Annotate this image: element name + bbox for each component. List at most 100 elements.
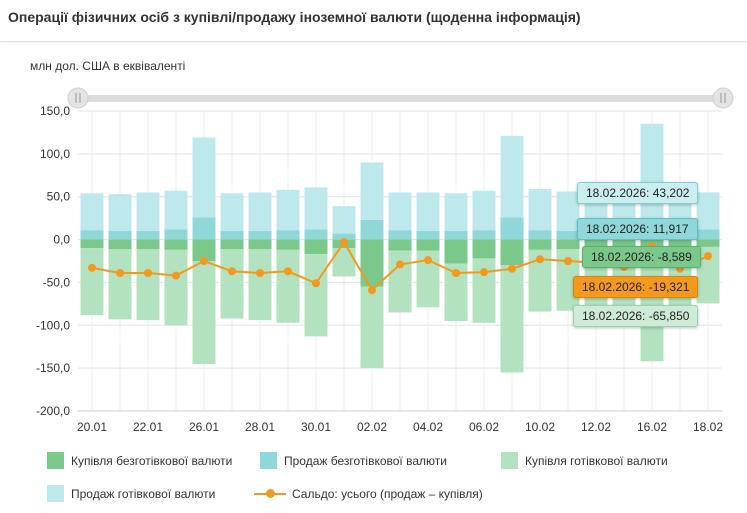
bar-sell-cash: [332, 206, 356, 234]
range-slider-right-handle: [712, 87, 734, 109]
bar-buy-noncash: [584, 239, 608, 250]
x-tick-label: 06.02: [469, 420, 499, 434]
bar-buy-noncash: [696, 239, 720, 247]
legend-buy-cash-label: Купівля готівкової валюти: [525, 453, 668, 468]
x-tick-label: 12.02: [581, 420, 611, 434]
y-tick-label: -100,0: [36, 318, 70, 332]
legend-buy-noncash-label: Купівля безготівкової валюти: [71, 453, 233, 468]
bar-sell-cash: [164, 190, 188, 230]
range-slider-left-handle: [67, 87, 89, 109]
bar-buy-cash: [696, 246, 720, 304]
bar-buy-cash: [500, 265, 524, 373]
balance-point: [452, 269, 460, 277]
legend-balance-swatch: [254, 485, 286, 502]
y-tick-label: -50,0: [43, 275, 71, 289]
bar-buy-noncash: [192, 239, 216, 261]
balance-point: [256, 269, 264, 277]
bar-sell-cash: [416, 192, 440, 231]
bar-buy-noncash: [136, 239, 160, 249]
y-tick-label: 150,0: [40, 104, 70, 118]
balance-point: [340, 238, 348, 247]
balance-point: [200, 257, 208, 265]
bar-buy-noncash: [388, 239, 412, 251]
bar-sell-noncash: [388, 230, 412, 240]
unit-label: млн дол. США в еквіваленті: [30, 59, 186, 73]
bar-sell-cash: [108, 194, 132, 231]
bar-sell-noncash: [332, 233, 356, 240]
bar-buy-noncash: [360, 239, 384, 287]
balance-point: [480, 268, 488, 277]
bar-sell-cash: [360, 162, 384, 220]
bar-buy-noncash: [668, 239, 692, 250]
bar-buy-noncash: [500, 239, 524, 266]
bar-buy-cash: [164, 249, 188, 326]
x-tick-label: 04.02: [413, 420, 443, 434]
balance-point: [228, 267, 236, 276]
legend-sell-cash-label: Продаж готівкової валюти: [71, 486, 216, 501]
bar-sell-cash: [248, 192, 272, 231]
bar-sell-noncash: [108, 231, 132, 240]
bar-sell-cash: [388, 192, 412, 231]
bar-buy-cash: [220, 249, 244, 319]
bar-buy-noncash: [556, 239, 580, 249]
bar-sell-noncash: [192, 217, 216, 240]
legend-sell-cash[interactable]: Продаж готівкової валюти: [47, 485, 215, 502]
bar-sell-noncash: [80, 230, 104, 240]
bar-sell-noncash: [556, 231, 580, 240]
legend-sell-noncash-swatch: [260, 452, 277, 469]
balance-point: [424, 256, 432, 265]
bar-buy-cash: [528, 249, 552, 312]
legend-sell-noncash[interactable]: Продаж безготівкової валюти: [260, 452, 447, 469]
legend-buy-noncash-swatch: [47, 452, 64, 469]
bar-buy-noncash: [444, 239, 468, 264]
balance-point: [368, 286, 376, 295]
bar-buy-cash: [80, 248, 104, 315]
bar-sell-cash: [696, 192, 720, 230]
legend-buy-noncash[interactable]: Купівля безготівкової валюти: [47, 452, 232, 469]
x-tick-label: 28.01: [245, 420, 275, 434]
balance-point: [508, 264, 516, 273]
x-tick-label: 02.02: [357, 420, 387, 434]
legend-sell-noncash-label: Продаж безготівкової валюти: [284, 453, 447, 468]
y-tick-label: 0,0: [53, 233, 70, 247]
bar-sell-cash: [556, 191, 580, 231]
bar-buy-noncash: [276, 239, 300, 250]
x-tick-label: 22.01: [133, 420, 163, 434]
tooltip-balance: 18.02.2026: -19,321: [573, 276, 699, 298]
x-tick-label: 18.02: [693, 420, 723, 434]
bar-sell-noncash: [360, 219, 384, 240]
bar-buy-cash: [248, 249, 272, 321]
balance-point: [284, 267, 292, 276]
range-slider-track: [78, 95, 724, 102]
bar-buy-noncash: [528, 239, 552, 250]
bar-buy-cash: [388, 250, 412, 313]
bar-buy-noncash: [164, 239, 188, 250]
y-tick-label: -200,0: [36, 404, 70, 418]
bar-buy-cash: [304, 254, 328, 337]
bar-buy-cash: [332, 248, 356, 277]
bar-sell-cash: [192, 137, 216, 218]
bar-buy-cash: [192, 261, 216, 364]
y-tick-label: -150,0: [36, 361, 70, 375]
y-tick-label: 100,0: [40, 147, 70, 161]
x-tick-label: 10.02: [525, 420, 555, 434]
bar-sell-noncash: [304, 229, 328, 240]
legend-buy-cash[interactable]: Купівля готівкової валюти: [501, 452, 668, 469]
bar-sell-cash: [640, 123, 664, 219]
bar-buy-cash: [276, 249, 300, 323]
bar-buy-noncash: [416, 239, 440, 251]
legend-balance[interactable]: Сальдо: усього (продаж – купівля): [254, 485, 483, 502]
legend-buy-cash-swatch: [501, 452, 518, 469]
tooltip-buy-cash: 18.02.2026: -65,850: [573, 305, 699, 327]
balance-point: [312, 279, 320, 288]
tooltip-sell-cash: 18.02.2026: 43,202: [577, 182, 699, 204]
bar-sell-noncash: [696, 229, 720, 240]
bar-sell-cash: [220, 193, 244, 231]
balance-point: [88, 263, 96, 272]
bar-sell-cash: [500, 135, 524, 218]
bar-buy-cash: [472, 258, 496, 323]
bar-sell-noncash: [444, 231, 468, 240]
bar-buy-cash: [136, 249, 160, 321]
x-tick-label: 30.01: [301, 420, 331, 434]
x-tick-label: 16.02: [637, 420, 667, 434]
